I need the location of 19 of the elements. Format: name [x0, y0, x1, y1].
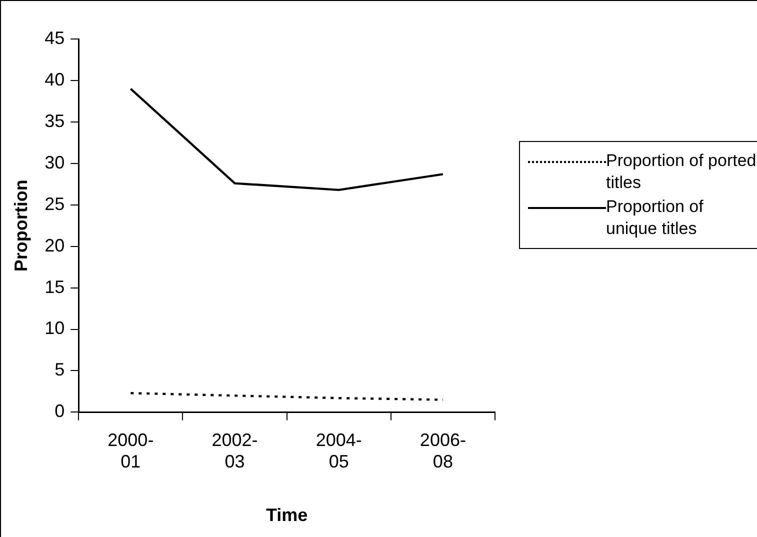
y-tick-label: 15: [44, 276, 65, 297]
y-tick-label: 25: [44, 194, 65, 214]
legend-label: Proportion of unique titles: [606, 196, 704, 240]
legend-label: Proportion of ported titles: [606, 150, 757, 194]
x-tick-label: 2004-05: [316, 430, 362, 472]
line-series: [130, 392, 444, 401]
y-tick-label: 10: [44, 318, 65, 338]
y-axis-title: Proportion: [10, 180, 31, 272]
y-tick-label: 35: [44, 110, 65, 131]
x-tick-label: 2006-08: [420, 430, 466, 472]
y-tick-label: 30: [44, 152, 65, 172]
x-tick-label: 2002-03: [212, 430, 258, 472]
y-tick-label: 45: [44, 28, 65, 48]
y-tick-label: 40: [44, 69, 65, 90]
y-tick-label: 5: [54, 360, 65, 380]
x-tick-label: 2000-01: [108, 430, 154, 472]
y-tick-label: 0: [54, 401, 65, 422]
x-axis-title: Time: [266, 505, 308, 526]
y-tick-label: 20: [44, 235, 65, 256]
